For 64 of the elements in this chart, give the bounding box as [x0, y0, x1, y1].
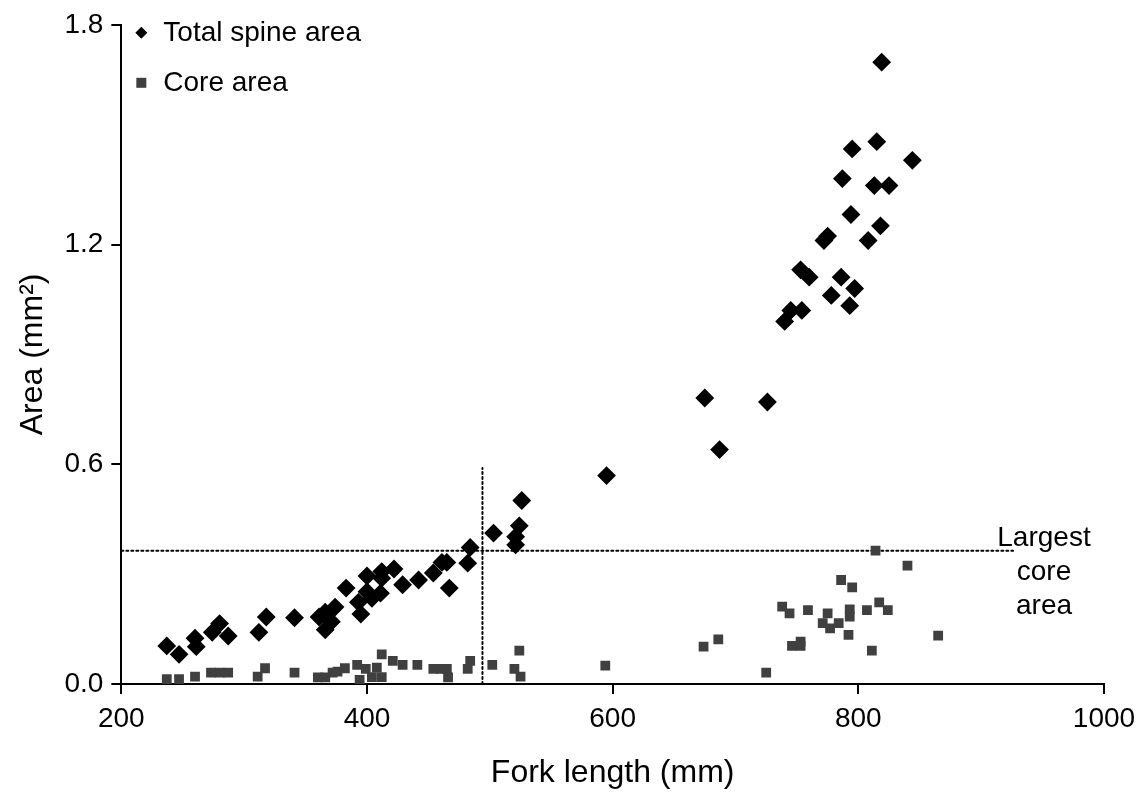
y-tick-label: 1.2 [64, 227, 104, 259]
point [698, 641, 709, 652]
y-tick-label: 1.8 [64, 7, 104, 39]
x-tick-label: 800 [834, 701, 882, 733]
point [412, 660, 423, 670]
point [803, 605, 813, 615]
point [387, 656, 398, 666]
x-tick-label: 400 [343, 701, 391, 733]
point [787, 641, 797, 651]
legend-label: Total spine area [163, 15, 362, 47]
point [462, 664, 473, 674]
point [487, 660, 498, 670]
point [833, 618, 844, 629]
point [713, 634, 724, 645]
point [514, 645, 525, 656]
point [870, 545, 881, 556]
point [600, 660, 611, 671]
x-tick-label: 200 [97, 701, 145, 733]
point [339, 663, 350, 674]
point [817, 618, 828, 629]
point [874, 597, 885, 608]
annotation: Largest core area [997, 520, 1091, 620]
point [836, 575, 847, 585]
point [844, 604, 855, 615]
point [252, 671, 263, 682]
point [174, 674, 184, 684]
point [465, 656, 476, 666]
point [515, 671, 526, 682]
point [376, 649, 387, 660]
point [509, 664, 520, 674]
legend-label: Core area [163, 65, 289, 97]
point [847, 582, 858, 593]
point [206, 667, 216, 678]
point [161, 674, 172, 684]
point [902, 560, 913, 571]
point [822, 608, 833, 619]
point [933, 630, 944, 641]
point [777, 601, 788, 612]
point [862, 605, 872, 615]
point [825, 623, 835, 634]
x-tick-label: 1000 [1072, 701, 1136, 733]
point [397, 660, 408, 670]
x-tick-label: 600 [589, 701, 637, 733]
point [882, 605, 893, 615]
point [443, 672, 453, 683]
point [367, 672, 377, 682]
point [190, 671, 200, 682]
point [223, 667, 234, 678]
point [352, 660, 363, 670]
y-axis-title: Area (mm²) [13, 273, 50, 436]
y-tick-label: 0.0 [64, 666, 104, 698]
point [866, 645, 877, 656]
point [371, 662, 382, 673]
point [843, 630, 854, 640]
y-tick-label: 0.6 [64, 446, 104, 478]
x-axis-title: Fork length (mm) [490, 752, 735, 789]
point [354, 675, 365, 684]
point [289, 667, 300, 678]
point [784, 608, 795, 619]
point [260, 663, 270, 674]
point [376, 672, 387, 682]
point [360, 664, 371, 674]
point [761, 667, 772, 678]
point [441, 664, 452, 674]
